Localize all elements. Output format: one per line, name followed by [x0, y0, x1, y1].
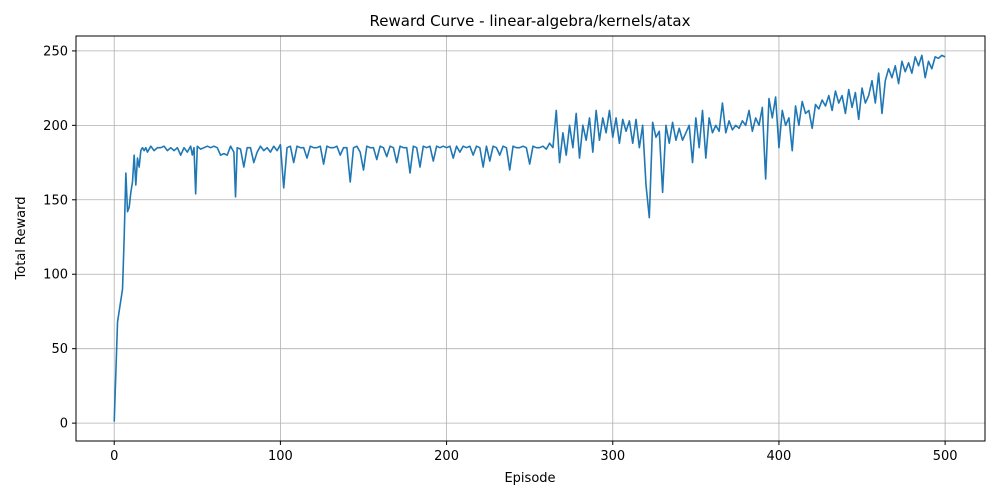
- series-line-reward: [113, 54, 946, 422]
- x-axis-label: Episode: [504, 471, 555, 486]
- x-tick-label: 300: [600, 449, 625, 464]
- axis-ticks: 0 100 200 300 400 500 0 50 100 150 200 250: [43, 44, 957, 464]
- chart-title: Reward Curve - linear-algebra/kernels/at…: [370, 12, 691, 30]
- y-tick-label: 150: [43, 193, 68, 208]
- y-tick-label: 0: [60, 417, 68, 432]
- series-lines: [113, 54, 946, 422]
- y-tick-label: 100: [43, 268, 68, 283]
- grid-lines: [76, 36, 985, 441]
- x-tick-label: 500: [933, 449, 958, 464]
- y-tick-label: 250: [43, 44, 68, 59]
- y-axis-label: Total Reward: [14, 197, 29, 281]
- x-tick-label: 400: [767, 449, 792, 464]
- plot-frame: [75, 35, 986, 442]
- x-tick-label: 200: [434, 449, 459, 464]
- x-tick-label: 0: [110, 449, 118, 464]
- y-tick-label: 200: [43, 119, 68, 134]
- y-tick-label: 50: [51, 342, 68, 357]
- x-tick-label: 100: [268, 449, 293, 464]
